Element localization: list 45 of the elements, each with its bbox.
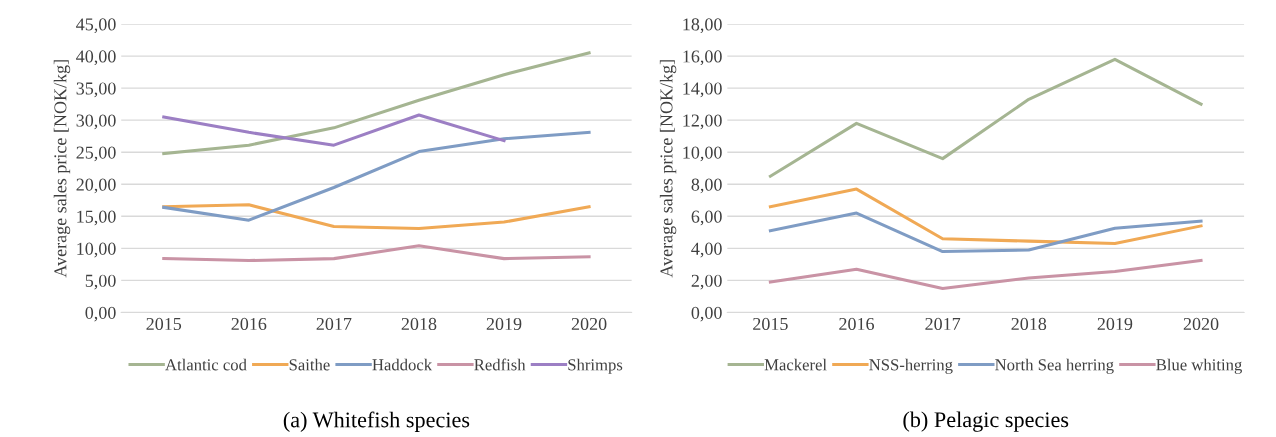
y-tick-label: 45,00 — [76, 18, 116, 34]
text: (b) Pelagic species — [903, 411, 1069, 432]
x-tick-label: 2017 — [316, 317, 352, 331]
y-tick-label: 0,00 — [85, 306, 116, 322]
y-tick-label: 30,00 — [76, 114, 116, 130]
y-tick-label: 25,00 — [76, 146, 116, 162]
legend-label: Shrimps — [568, 358, 623, 374]
y-axis-title: Average sales price [NOK/kg] — [659, 60, 677, 278]
y-tick-label: 5,00 — [85, 274, 116, 290]
y-tick-label: 35,00 — [76, 82, 116, 98]
legend-label: North Sea herring — [995, 358, 1114, 374]
legend-label: Haddock — [372, 358, 433, 371]
y-tick-label: 14,00 — [683, 82, 722, 98]
x-tick-label: 2018 — [401, 317, 437, 331]
y-tick-label: 8,00 — [691, 178, 722, 194]
x-tick-label: 2019 — [1097, 317, 1133, 331]
y-tick-label: 10,00 — [77, 242, 116, 258]
y-tick-label: 12,00 — [683, 114, 722, 130]
y-tick-label: 40,00 — [76, 50, 116, 66]
x-tick-label: 2018 — [1011, 317, 1047, 331]
x-tick-label: 2016 — [839, 317, 875, 331]
x-tick-label: 2020 — [1183, 317, 1219, 331]
text: (a) Whitefish species — [283, 411, 470, 432]
y-tick-label: 0,00 — [691, 306, 722, 322]
legend-label: Blue whiting — [1156, 358, 1242, 374]
legend-label: NSS-herring — [869, 358, 953, 374]
y-tick-label: 15,00 — [77, 210, 116, 226]
y-tick-label: 4,00 — [691, 242, 722, 258]
x-tick-label: 2015 — [753, 317, 788, 331]
y-tick-label: 20,00 — [76, 178, 116, 194]
legend-label: Saithe — [289, 358, 330, 371]
y-axis-title: Average sales price [NOK/kg] — [53, 60, 71, 278]
y-tick-label: 2,00 — [691, 274, 722, 290]
y-tick-label: 6,00 — [691, 210, 722, 226]
legend-label: Redfish — [474, 358, 526, 371]
x-tick-label: 2019 — [486, 317, 522, 331]
x-tick-label: 2017 — [925, 317, 961, 331]
x-tick-label: 2015 — [146, 317, 182, 331]
y-tick-label: 16,00 — [683, 50, 722, 66]
x-tick-label: 2020 — [571, 317, 607, 331]
legend-label: Mackerel — [764, 358, 827, 371]
x-tick-label: 2016 — [231, 317, 267, 331]
y-tick-label: 18,00 — [683, 18, 722, 34]
legend-label: Atlantic cod — [165, 358, 247, 371]
y-tick-label: 10,00 — [683, 146, 722, 162]
